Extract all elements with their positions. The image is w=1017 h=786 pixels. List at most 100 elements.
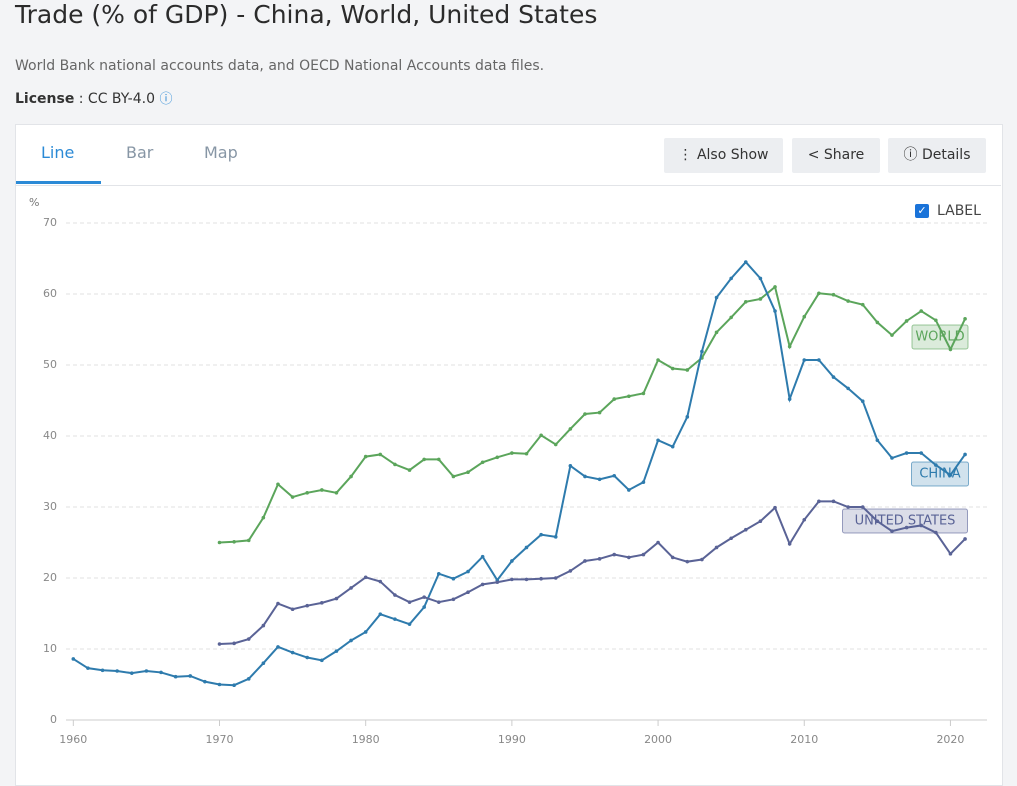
checkbox-label: LABEL <box>937 203 981 219</box>
series-label-text: WORLD <box>915 330 964 345</box>
data-point <box>203 679 207 684</box>
data-point <box>656 438 660 443</box>
data-point <box>758 519 763 523</box>
series-label-box <box>911 324 969 350</box>
data-point <box>948 552 953 556</box>
data-point <box>232 539 236 544</box>
y-tick-label: 70 <box>43 216 57 229</box>
data-point <box>100 668 105 673</box>
x-tick-label: 1970 <box>206 733 234 746</box>
data-point <box>919 451 924 455</box>
data-point <box>729 276 733 281</box>
data-point <box>363 454 368 459</box>
data-point <box>246 677 251 681</box>
data-point <box>656 540 660 545</box>
y-tick-label: 30 <box>43 500 57 513</box>
data-point <box>553 535 558 539</box>
y-tick-label: 0 <box>50 713 57 726</box>
data-point <box>597 557 602 561</box>
data-point <box>407 622 412 626</box>
data-point <box>261 623 266 628</box>
button[interactable]: < Share <box>792 138 880 173</box>
data-point <box>524 451 529 456</box>
divider <box>15 185 1001 186</box>
data-point <box>612 552 617 557</box>
data-point <box>510 577 514 582</box>
data-point <box>904 525 909 530</box>
data-point <box>919 309 924 313</box>
data-point <box>934 463 938 467</box>
data-point <box>890 456 894 460</box>
data-point <box>787 397 792 401</box>
data-point <box>934 318 938 323</box>
data-point <box>919 523 924 528</box>
button[interactable]: ⓘ Details <box>888 138 986 173</box>
data-point <box>831 375 836 379</box>
series-label: WORLD <box>911 324 969 350</box>
series-line <box>219 285 966 544</box>
data-point <box>422 605 426 609</box>
data-point <box>349 474 353 479</box>
data-point <box>597 410 602 415</box>
data-point <box>627 555 631 560</box>
tab[interactable]: Bar <box>126 143 154 162</box>
data-point <box>802 517 807 522</box>
data-point <box>466 470 470 475</box>
data-point <box>890 529 894 533</box>
data-point <box>524 545 529 550</box>
data-point <box>670 444 675 449</box>
data-point <box>831 292 836 297</box>
data-point <box>334 491 339 495</box>
y-tick-label: 40 <box>43 429 57 442</box>
data-point <box>363 630 368 634</box>
data-point <box>320 488 324 492</box>
tab[interactable]: Line <box>41 143 75 162</box>
x-tick-label: 1980 <box>352 733 380 746</box>
series-label: UNITED STATES <box>842 508 968 534</box>
data-point <box>773 309 777 313</box>
data-point <box>261 515 266 520</box>
data-point <box>597 477 602 482</box>
data-point <box>685 559 690 564</box>
data-point <box>685 368 690 372</box>
data-point <box>641 552 646 557</box>
data-point <box>773 285 777 289</box>
data-point <box>305 491 310 495</box>
data-point <box>743 260 748 264</box>
data-point <box>568 427 573 431</box>
data-point <box>495 455 500 460</box>
data-point <box>320 601 324 605</box>
data-point <box>217 642 222 646</box>
x-tick-label: 2020 <box>936 733 964 746</box>
data-point <box>539 532 543 537</box>
data-point <box>641 391 646 396</box>
data-point <box>115 669 119 673</box>
data-point <box>451 576 456 581</box>
data-point <box>670 555 675 560</box>
data-point <box>422 457 426 462</box>
data-point <box>290 495 295 499</box>
checkbox[interactable]: ✓ <box>915 204 929 218</box>
data-point <box>510 451 514 455</box>
data-point <box>363 575 368 580</box>
data-point <box>860 505 865 509</box>
data-point <box>817 499 821 504</box>
data-point <box>948 473 953 477</box>
data-point <box>963 452 967 457</box>
x-tick-label: 1990 <box>498 733 526 746</box>
series-label-text: CHINA <box>919 467 960 482</box>
source-note: World Bank national accounts data, and O… <box>15 58 545 74</box>
y-tick-label: 50 <box>43 358 57 371</box>
series-line <box>72 260 966 687</box>
button[interactable]: ⋮ Also Show <box>664 138 783 173</box>
data-point <box>246 637 251 641</box>
data-point <box>232 683 236 688</box>
data-point <box>524 577 529 582</box>
data-point <box>407 600 412 604</box>
data-point <box>276 482 280 487</box>
data-point <box>568 464 573 468</box>
tab[interactable]: Map <box>204 143 238 162</box>
data-point <box>71 657 76 661</box>
data-point <box>393 617 397 621</box>
